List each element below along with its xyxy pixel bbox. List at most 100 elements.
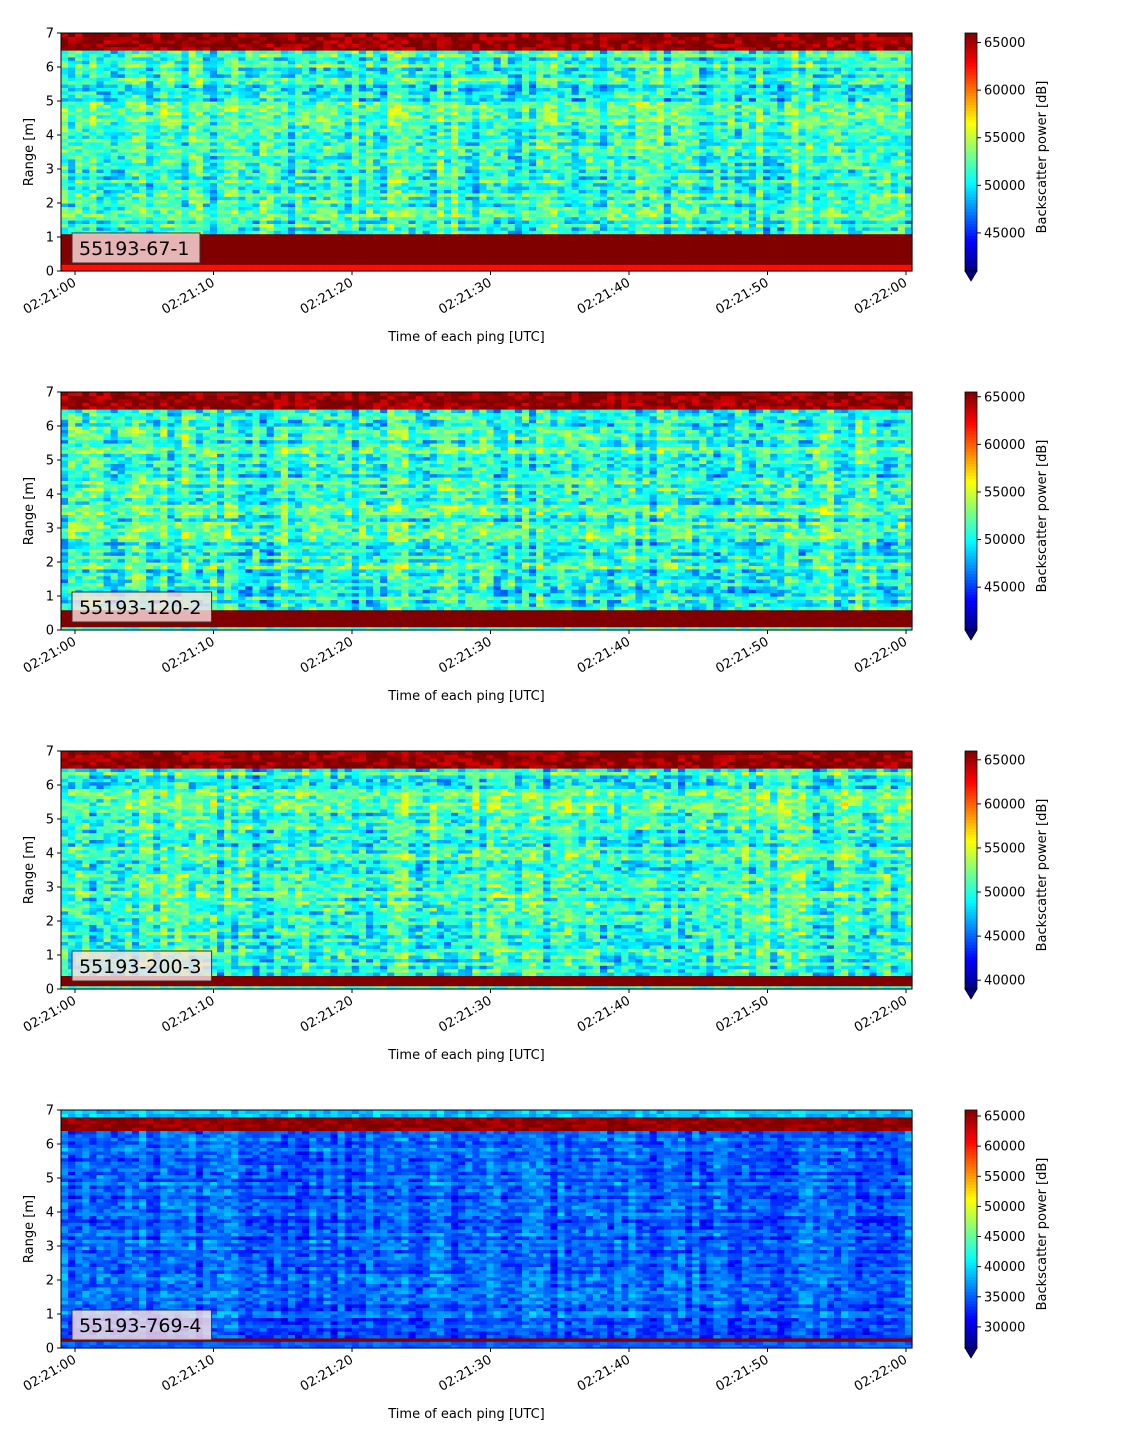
- x-tick-label: 02:21:50: [713, 275, 771, 317]
- colorbar-tick-label: 50000: [984, 533, 1025, 548]
- x-tick-label: 02:21:10: [159, 275, 217, 317]
- x-tick-label: 02:22:00: [852, 275, 910, 317]
- panel-label-box: [71, 950, 213, 982]
- colorbar-tick-label: 45000: [984, 226, 1025, 241]
- y-tick-label: 6: [46, 420, 54, 435]
- panel-3: 0 1 2 3 4 5 6 7 02:21:00 02:21:10 02:21:20 02:21:30…: [21, 745, 1050, 1064]
- colorbar: 45000 50000 55000 60000 65000 Backscatter pow…: [964, 390, 1050, 641]
- axes-frame: [60, 32, 913, 272]
- x-tick-label: 02:21:10: [159, 993, 217, 1035]
- panel-label: 55193-200-3: [71, 950, 213, 982]
- x-tick-label: 02:21:30: [436, 275, 494, 317]
- axes-frame: [60, 391, 913, 631]
- colorbar-tick-label: 30000: [984, 1320, 1025, 1335]
- x-tick-label: 02:21:30: [436, 634, 494, 676]
- y-tick-label: 0: [46, 1342, 54, 1357]
- panel-label-text: 55193-769-4: [79, 1315, 202, 1337]
- colorbar-tick-label: 45000: [984, 581, 1025, 596]
- x-tick-label: 02:21:50: [713, 993, 771, 1035]
- x-tick-label: 02:21:30: [436, 993, 494, 1035]
- panel-label-text: 55193-120-2: [79, 597, 202, 619]
- x-tick-label: 02:21:20: [298, 634, 356, 676]
- colorbar-tick-label: 55000: [984, 841, 1025, 856]
- x-tick-label: 02:21:30: [436, 1352, 494, 1394]
- y-axis-label: Range [m]: [22, 836, 37, 904]
- colorbar-extend-min: [964, 270, 978, 282]
- y-axis-label: Range [m]: [22, 118, 37, 186]
- y-tick-label: 0: [46, 624, 54, 639]
- y-tick-label: 1: [46, 590, 54, 605]
- y-tick-label: 3: [46, 1240, 54, 1255]
- colorbar-tick-label: 55000: [984, 131, 1025, 146]
- x-axis-label: Time of each ping [UTC]: [387, 330, 545, 345]
- colorbar-tick-label: 60000: [984, 1140, 1025, 1155]
- colorbar-tick-label: 40000: [984, 1260, 1025, 1275]
- x-tick-label: 02:21:50: [713, 1352, 771, 1394]
- x-tick-label: 02:22:00: [852, 993, 910, 1035]
- panel-label-box: [71, 1309, 213, 1341]
- x-tick-label: 02:21:40: [575, 634, 633, 676]
- x-axis-label: Time of each ping [UTC]: [387, 1407, 545, 1422]
- colorbar-extend-min: [964, 1347, 978, 1359]
- colorbar: 30000 35000 40000 45000 50000 55000 60000 65000…: [964, 1110, 1050, 1359]
- panel-label: 55193-769-4: [71, 1309, 213, 1341]
- panel-label-box: [71, 591, 213, 623]
- colorbar-tick-label: 60000: [984, 797, 1025, 812]
- colorbar-tick-label: 35000: [984, 1290, 1025, 1305]
- x-tick-label: 02:21:20: [298, 275, 356, 317]
- y-tick-label: 7: [46, 386, 54, 401]
- panel-2: 0 1 2 3 4 5 6 7 02:21:00 02:21:10 02:21:20 02:21:30…: [21, 386, 1050, 705]
- panel-1: 0 1 2 3 4 5 6 7 02:21:00 02:21:10 02:21:20 02:21:30…: [21, 27, 1050, 346]
- y-tick-label: 5: [46, 1172, 54, 1187]
- x-tick-label: 02:21:40: [575, 275, 633, 317]
- y-tick-label: 4: [46, 129, 54, 144]
- x-tick-label: 02:21:20: [298, 1352, 356, 1394]
- axes-frame: [60, 1109, 913, 1349]
- y-tick-label: 2: [46, 1274, 54, 1289]
- y-tick-label: 1: [46, 949, 54, 964]
- y-tick-label: 7: [46, 1104, 54, 1119]
- colorbar-extend-min: [964, 629, 978, 641]
- y-axis-label: Range [m]: [22, 477, 37, 545]
- colorbar-tick-label: 60000: [984, 84, 1025, 99]
- colorbar-tick-label: 65000: [984, 1110, 1025, 1125]
- colorbar-tick-label: 65000: [984, 753, 1025, 768]
- colorbar-tick-label: 60000: [984, 438, 1025, 453]
- colorbar-tick-label: 50000: [984, 179, 1025, 194]
- y-tick-label: 6: [46, 61, 54, 76]
- y-tick-label: 2: [46, 556, 54, 571]
- colorbar: 45000 50000 55000 60000 65000 Backscatter pow…: [964, 32, 1050, 282]
- x-tick-label: 02:21:10: [159, 1352, 217, 1394]
- colorbar-tick-label: 50000: [984, 1200, 1025, 1215]
- y-tick-label: 1: [46, 1308, 54, 1323]
- y-axis-label: Range [m]: [22, 1195, 37, 1263]
- y-tick-label: 4: [46, 488, 54, 503]
- panel-label: 55193-120-2: [71, 591, 213, 623]
- colorbar-tick-label: 40000: [984, 974, 1025, 989]
- x-axis-label: Time of each ping [UTC]: [387, 1048, 545, 1063]
- x-tick-label: 02:21:00: [21, 1352, 79, 1394]
- x-tick-label: 02:21:50: [713, 634, 771, 676]
- y-tick-label: 0: [46, 265, 54, 280]
- panel-label-text: 55193-200-3: [79, 956, 202, 978]
- x-tick-label: 02:21:00: [21, 634, 79, 676]
- y-tick-label: 3: [46, 522, 54, 537]
- y-tick-label: 1: [46, 231, 54, 246]
- x-tick-label: 02:22:00: [852, 1352, 910, 1394]
- y-tick-label: 5: [46, 813, 54, 828]
- axes-frame: [60, 750, 913, 990]
- heatmap-image: [61, 392, 913, 631]
- colorbar: 40000 45000 50000 55000 60000 65000 Backscatte…: [964, 750, 1050, 1000]
- y-tick-label: 4: [46, 847, 54, 862]
- colorbar-label: Backscatter power [dB]: [1035, 1158, 1050, 1311]
- colorbar-tick-label: 65000: [984, 390, 1025, 405]
- panel-label-box: [71, 232, 201, 264]
- y-tick-label: 2: [46, 197, 54, 212]
- colorbar-tick-label: 50000: [984, 886, 1025, 901]
- colorbar-tick-label: 55000: [984, 1170, 1025, 1185]
- colorbar-tick-label: 45000: [984, 930, 1025, 945]
- colorbar-label: Backscatter power [dB]: [1035, 799, 1050, 952]
- colorbar-label: Backscatter power [dB]: [1035, 81, 1050, 234]
- y-tick-label: 4: [46, 1206, 54, 1221]
- y-tick-label: 3: [46, 881, 54, 896]
